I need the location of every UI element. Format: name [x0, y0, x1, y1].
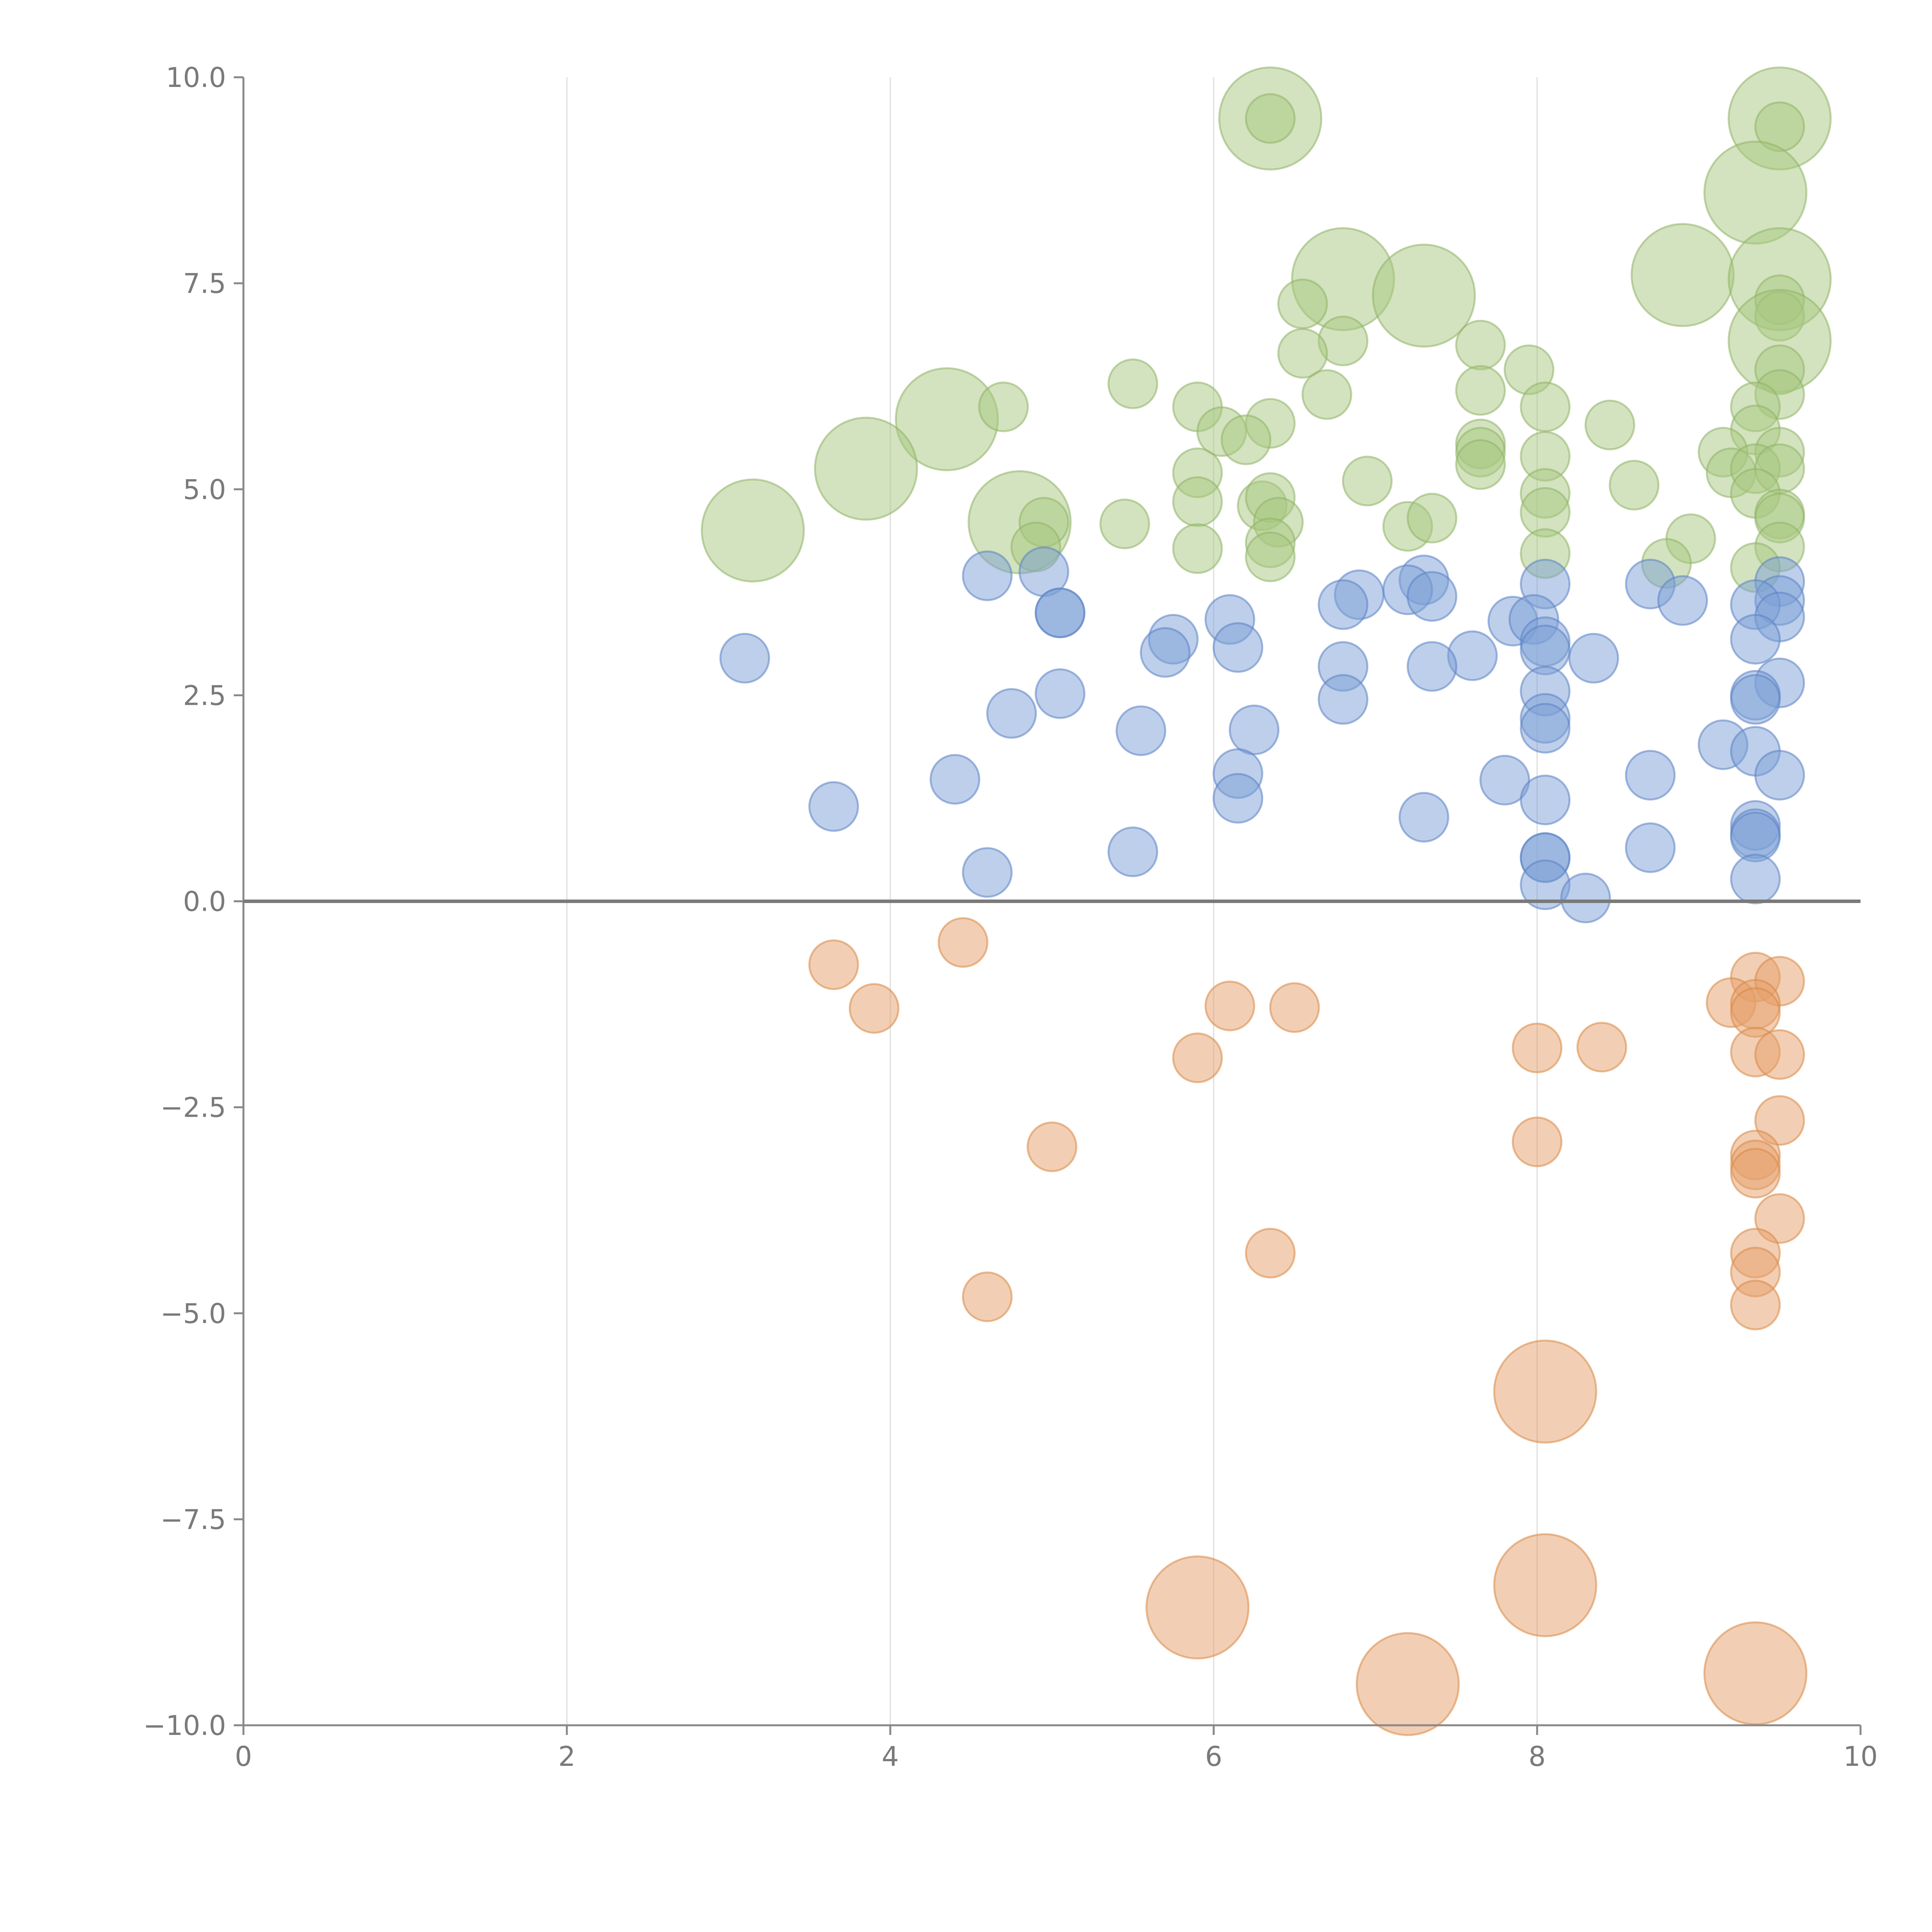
x-tick-label: 0: [235, 1741, 252, 1772]
data-point-mid: [1406, 571, 1458, 622]
data-point-low: [937, 917, 988, 968]
x-tick-label: 8: [1529, 1741, 1546, 1772]
data-point-mid: [1139, 627, 1190, 678]
y-tick-label: 7.5: [183, 268, 226, 299]
data-point-mid: [1625, 750, 1676, 801]
data-point-high: [1520, 381, 1571, 432]
data-point-high: [1455, 320, 1506, 371]
data-point-low: [962, 1271, 1013, 1322]
data-point-high: [1455, 439, 1506, 490]
data-point-low: [1730, 1279, 1781, 1330]
data-point-high: [1631, 223, 1735, 327]
y-tick-label: −5.0: [160, 1298, 226, 1330]
data-point-low: [808, 939, 859, 990]
data-point-low: [1730, 1148, 1781, 1199]
data-point-high: [1455, 365, 1506, 416]
data-point-low: [1269, 982, 1320, 1033]
data-point-high: [701, 478, 805, 583]
data-point-low: [1145, 1555, 1250, 1660]
data-point-high: [1172, 523, 1223, 574]
data-point-mid: [1730, 674, 1781, 725]
y-tick-label: 2.5: [183, 680, 226, 711]
data-point-mid: [962, 847, 1013, 898]
data-point-mid: [1213, 773, 1264, 824]
data-point-mid: [1034, 587, 1085, 638]
data-point-mid: [1034, 668, 1085, 719]
data-point-mid: [1520, 774, 1571, 825]
data-point-high: [1406, 493, 1458, 544]
data-point-low: [1355, 1632, 1460, 1736]
data-point-mid: [719, 633, 770, 684]
y-tick-label: 0.0: [183, 886, 226, 918]
data-point-mid: [1560, 872, 1611, 923]
data-point-mid: [1754, 750, 1805, 801]
bubble-layer: [701, 66, 1832, 1736]
data-point-high: [1703, 141, 1808, 245]
data-point-low: [1027, 1121, 1077, 1172]
data-point-high: [1277, 278, 1328, 329]
y-tick-label: 5.0: [183, 474, 226, 505]
data-point-high: [1172, 476, 1223, 527]
x-tick-label: 6: [1205, 1741, 1223, 1772]
data-point-low: [1754, 1095, 1805, 1146]
x-tick-label: 10: [1843, 1741, 1878, 1772]
data-point-low: [1493, 1339, 1597, 1444]
data-point-mid: [1318, 579, 1369, 630]
data-point-high: [978, 381, 1029, 432]
data-point-mid: [1213, 622, 1264, 673]
data-point-mid: [1657, 575, 1708, 626]
y-tick-label: 10.0: [166, 62, 226, 94]
data-point-low: [1754, 1029, 1805, 1080]
y-tick-label: −2.5: [160, 1092, 226, 1124]
data-point-mid: [1398, 792, 1449, 843]
data-point-mid: [1730, 854, 1781, 905]
data-point-high: [1107, 358, 1158, 409]
data-point-mid: [1107, 827, 1158, 878]
tick-labels: 0 2 4 6 8 10 −10.0 −7.5 −5.0 −2.5 0.0 2.5 5.0 7.5 10.0: [143, 62, 1878, 1772]
data-point-mid: [1116, 705, 1167, 756]
data-point-high: [1245, 93, 1296, 144]
axes: [234, 76, 1862, 1735]
data-point-mid: [1520, 703, 1571, 754]
data-point-mid: [1568, 633, 1619, 684]
y-tick-label: −7.5: [160, 1504, 226, 1536]
data-point-low: [1576, 1022, 1627, 1073]
data-point-high: [1277, 328, 1328, 379]
data-point-low: [849, 983, 900, 1034]
data-point-high: [1372, 243, 1476, 348]
data-point-high: [1609, 460, 1660, 511]
data-point-high: [1221, 414, 1272, 465]
data-point-mid: [962, 550, 1013, 601]
data-point-mid: [986, 688, 1037, 739]
data-point-low: [1703, 1621, 1808, 1726]
data-point-mid: [1229, 704, 1280, 755]
x-tick-label: 2: [558, 1741, 576, 1772]
data-point-low: [1493, 1533, 1597, 1637]
data-point-low: [1754, 1193, 1805, 1244]
data-point-mid: [1625, 822, 1676, 873]
data-point-high: [814, 417, 918, 521]
data-point-low: [1512, 1022, 1563, 1073]
data-point-high: [1584, 400, 1635, 451]
x-tick-label: 4: [882, 1741, 899, 1772]
data-point-high: [1301, 369, 1352, 420]
data-point-low: [1172, 1032, 1223, 1083]
data-point-mid: [1406, 641, 1458, 692]
data-point-high: [1245, 531, 1296, 582]
data-point-mid: [1479, 755, 1530, 806]
data-point-mid: [808, 781, 859, 832]
data-point-high: [1099, 498, 1150, 549]
data-point-mid: [929, 754, 980, 805]
data-point-mid: [1318, 674, 1369, 725]
data-point-high: [1342, 456, 1393, 507]
data-point-low: [1204, 980, 1255, 1031]
data-point-low: [1512, 1116, 1563, 1167]
data-point-low: [1245, 1228, 1296, 1279]
data-point-mid: [1730, 614, 1781, 665]
y-tick-label: −10.0: [143, 1710, 226, 1742]
